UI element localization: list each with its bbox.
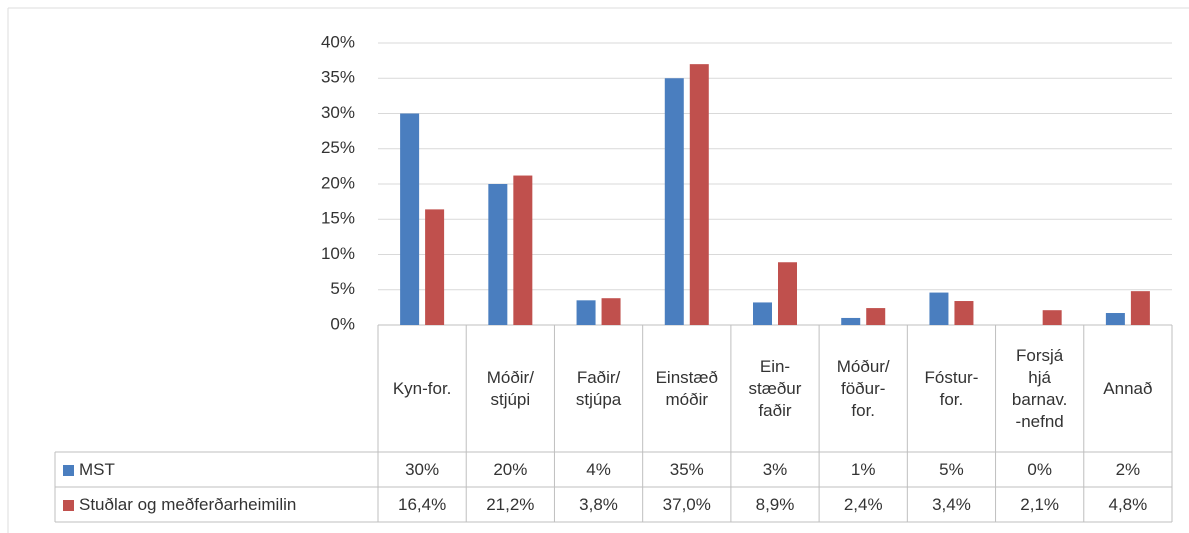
category-label: Faðir/ stjúpa — [554, 326, 642, 452]
y-tick-label: 5% — [330, 279, 355, 298]
table-value-text: 20% — [493, 460, 528, 479]
table-value-text: 2,4% — [843, 495, 883, 514]
table-value: 4% — [554, 453, 642, 487]
category-label: Móðir/ stjúpi — [466, 326, 554, 452]
category-label: Forsjá hjá barnav. -nefnd — [996, 326, 1084, 452]
y-tick-label: 30% — [321, 103, 355, 122]
legend-label: MST — [79, 460, 115, 479]
table-value-text: 3,4% — [932, 495, 971, 514]
category-label: Fóstur- for. — [907, 326, 995, 452]
category-label-text: Fóstur- for. — [924, 368, 979, 409]
bar — [929, 292, 949, 325]
table-value-text: 37,0% — [662, 495, 711, 514]
bar — [400, 113, 420, 325]
legend-entry: Stuðlar og meðferðarheimilin — [55, 488, 378, 522]
table-value-text: 8,9% — [755, 495, 795, 514]
table-value-text: 0% — [1027, 460, 1052, 479]
category-label: Annað — [1084, 326, 1172, 452]
table-value-text: 30% — [405, 460, 440, 479]
y-tick-label: 15% — [321, 209, 355, 228]
category-label-text: Einstæð móðir — [655, 368, 718, 409]
bar — [778, 262, 797, 325]
table-value: 8,9% — [731, 488, 819, 522]
category-label-text: Kyn-for. — [392, 379, 452, 398]
legend-entry: MST — [55, 453, 378, 487]
y-tick-label: 20% — [321, 173, 355, 192]
y-tick-label: 35% — [321, 68, 355, 87]
legend-label: Stuðlar og meðferðarheimilin — [79, 495, 297, 514]
table-value-text: 4% — [586, 460, 611, 479]
table-value: 3,4% — [907, 488, 995, 522]
bar — [664, 78, 684, 325]
table-value-text: 3,8% — [579, 495, 618, 514]
bar — [576, 300, 596, 325]
category-label-text: Ein- stæður faðir — [748, 357, 802, 420]
bar — [954, 301, 974, 325]
legend-swatch — [63, 464, 74, 476]
table-value: 16,4% — [378, 488, 466, 522]
bar — [753, 302, 772, 325]
legend-swatch — [63, 499, 74, 511]
bar — [1105, 313, 1125, 325]
table-value-text: 21,2% — [486, 495, 535, 514]
category-label: Móður/ föður- for. — [819, 326, 907, 452]
category-label-text: Forsjá hjá barnav. -nefnd — [1011, 346, 1068, 431]
table-value: 0% — [996, 453, 1084, 487]
bar — [513, 175, 533, 325]
table-value-text: 2% — [1115, 460, 1141, 479]
bar — [1042, 310, 1062, 325]
bar — [488, 184, 508, 325]
category-label: Einstæð móðir — [643, 326, 731, 452]
y-tick-label: 25% — [321, 138, 355, 157]
table-value: 4,8% — [1084, 488, 1172, 522]
table-value: 2% — [1084, 453, 1172, 487]
bar — [841, 317, 861, 325]
category-label-text: Móður/ föður- for. — [836, 357, 890, 420]
y-tick-label: 0% — [330, 314, 355, 333]
table-value: 5% — [907, 453, 995, 487]
table-value-text: 1% — [850, 460, 876, 479]
table-value: 3,8% — [554, 488, 642, 522]
bar — [689, 64, 709, 326]
table-value: 20% — [466, 453, 554, 487]
category-label-text: Annað — [1103, 379, 1153, 398]
bar — [425, 209, 445, 325]
category-label: Kyn-for. — [378, 326, 466, 452]
table-value: 1% — [819, 453, 907, 487]
table-value-text: 3% — [762, 460, 788, 479]
table-value-text: 5% — [939, 460, 964, 479]
table-value: 2,4% — [819, 488, 907, 522]
category-label: Ein- stæður faðir — [731, 326, 819, 452]
bar — [866, 308, 886, 325]
table-value: 2,1% — [996, 488, 1084, 522]
table-value-text: 16,4% — [398, 495, 447, 514]
table-value-text: 35% — [669, 460, 704, 479]
table-value: 21,2% — [466, 488, 554, 522]
table-value: 3% — [731, 453, 819, 487]
table-value-text: 2,1% — [1020, 495, 1060, 514]
category-label-text: Faðir/ stjúpa — [575, 368, 622, 409]
bar — [601, 298, 621, 325]
table-value: 35% — [643, 453, 731, 487]
bar — [1130, 291, 1150, 325]
table-value: 37,0% — [643, 488, 731, 522]
table-value: 30% — [378, 453, 466, 487]
table-value-text: 4,8% — [1108, 495, 1148, 514]
y-tick-label: 40% — [321, 32, 355, 51]
y-tick-label: 10% — [321, 244, 355, 263]
category-label-text: Móðir/ stjúpi — [486, 368, 534, 409]
